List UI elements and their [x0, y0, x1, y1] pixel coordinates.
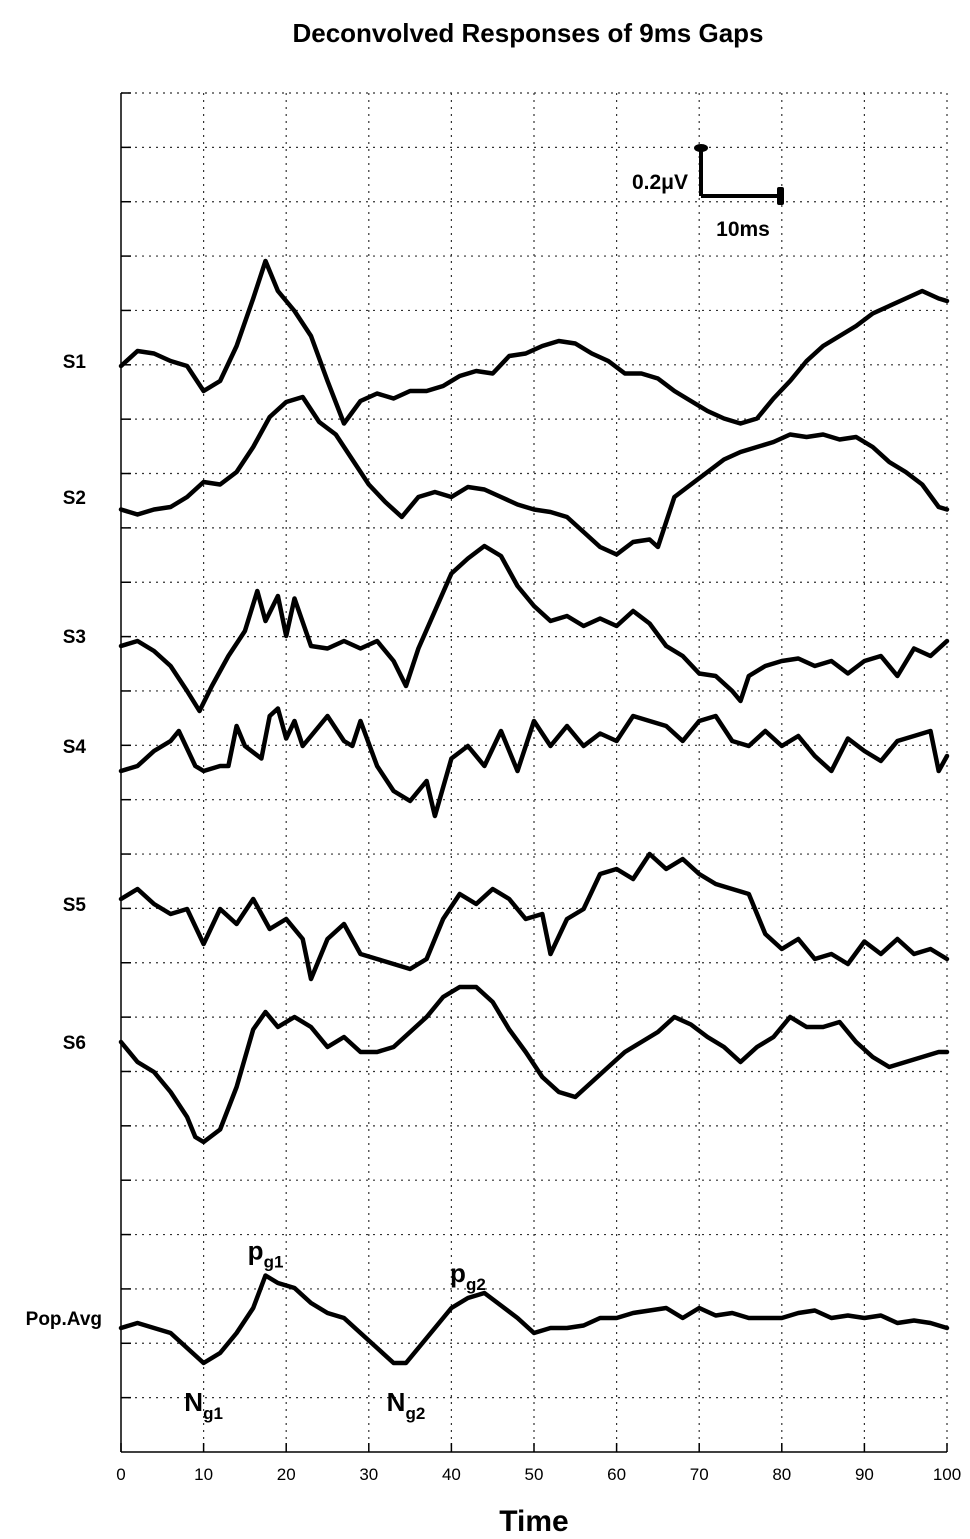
x-tick-label: 20 [277, 1465, 296, 1484]
trace-label: S4 [63, 737, 87, 758]
x-tick-label: 30 [359, 1465, 378, 1484]
peak-label-pg2: pg2 [450, 1258, 486, 1294]
peak-label-pg1: pg1 [248, 1236, 284, 1272]
x-tick-label: 50 [525, 1465, 544, 1484]
trace-label: S2 [63, 488, 86, 509]
x-tick-label: 80 [772, 1465, 791, 1484]
trace-s3 [118, 543, 950, 714]
trace-labels: S1 S2 S3 S4 S5 S6 Pop.Avg [26, 352, 102, 1330]
x-tick-label: 70 [690, 1465, 709, 1484]
x-tick-label: 40 [442, 1465, 461, 1484]
scale-amplitude-label: 0.2μV [632, 171, 688, 194]
trace-s5 [118, 851, 950, 982]
x-tick-label: 0 [116, 1465, 125, 1484]
peak-annotations: pg1 Ng1 Ng2 pg2 [184, 1236, 485, 1424]
trace-label: S3 [63, 627, 86, 648]
x-tick-label: 60 [607, 1465, 626, 1484]
trace-s6 [118, 984, 950, 1145]
trace-s1 [118, 258, 950, 426]
trace-label: S6 [63, 1033, 86, 1054]
scale-bar-top-cap [694, 144, 708, 152]
scale-bar: 0.2μV 10ms [632, 144, 784, 241]
x-tick-label: 100 [933, 1465, 961, 1484]
trace-s4 [118, 706, 950, 819]
trace-label: S5 [63, 895, 87, 916]
x-axis-label: Time [499, 1505, 568, 1538]
trace-label: Pop.Avg [26, 1309, 102, 1330]
scale-time-label: 10ms [716, 218, 770, 241]
x-tick-label: 90 [855, 1465, 874, 1484]
traces [118, 258, 950, 1366]
x-ticks: 0 10 20 30 40 50 60 70 80 90 100 [116, 1443, 961, 1484]
x-tick-label: 10 [194, 1465, 213, 1484]
trace-pop-avg [118, 1273, 950, 1366]
peak-label-ng1: Ng1 [184, 1387, 223, 1423]
peak-label-ng2: Ng2 [387, 1387, 426, 1423]
trace-label: S1 [63, 352, 87, 373]
grid [121, 92, 948, 1452]
scale-bar-right-cap [777, 187, 784, 205]
chart-title: Deconvolved Responses of 9ms Gaps [292, 18, 763, 48]
trace-s2 [118, 394, 950, 557]
